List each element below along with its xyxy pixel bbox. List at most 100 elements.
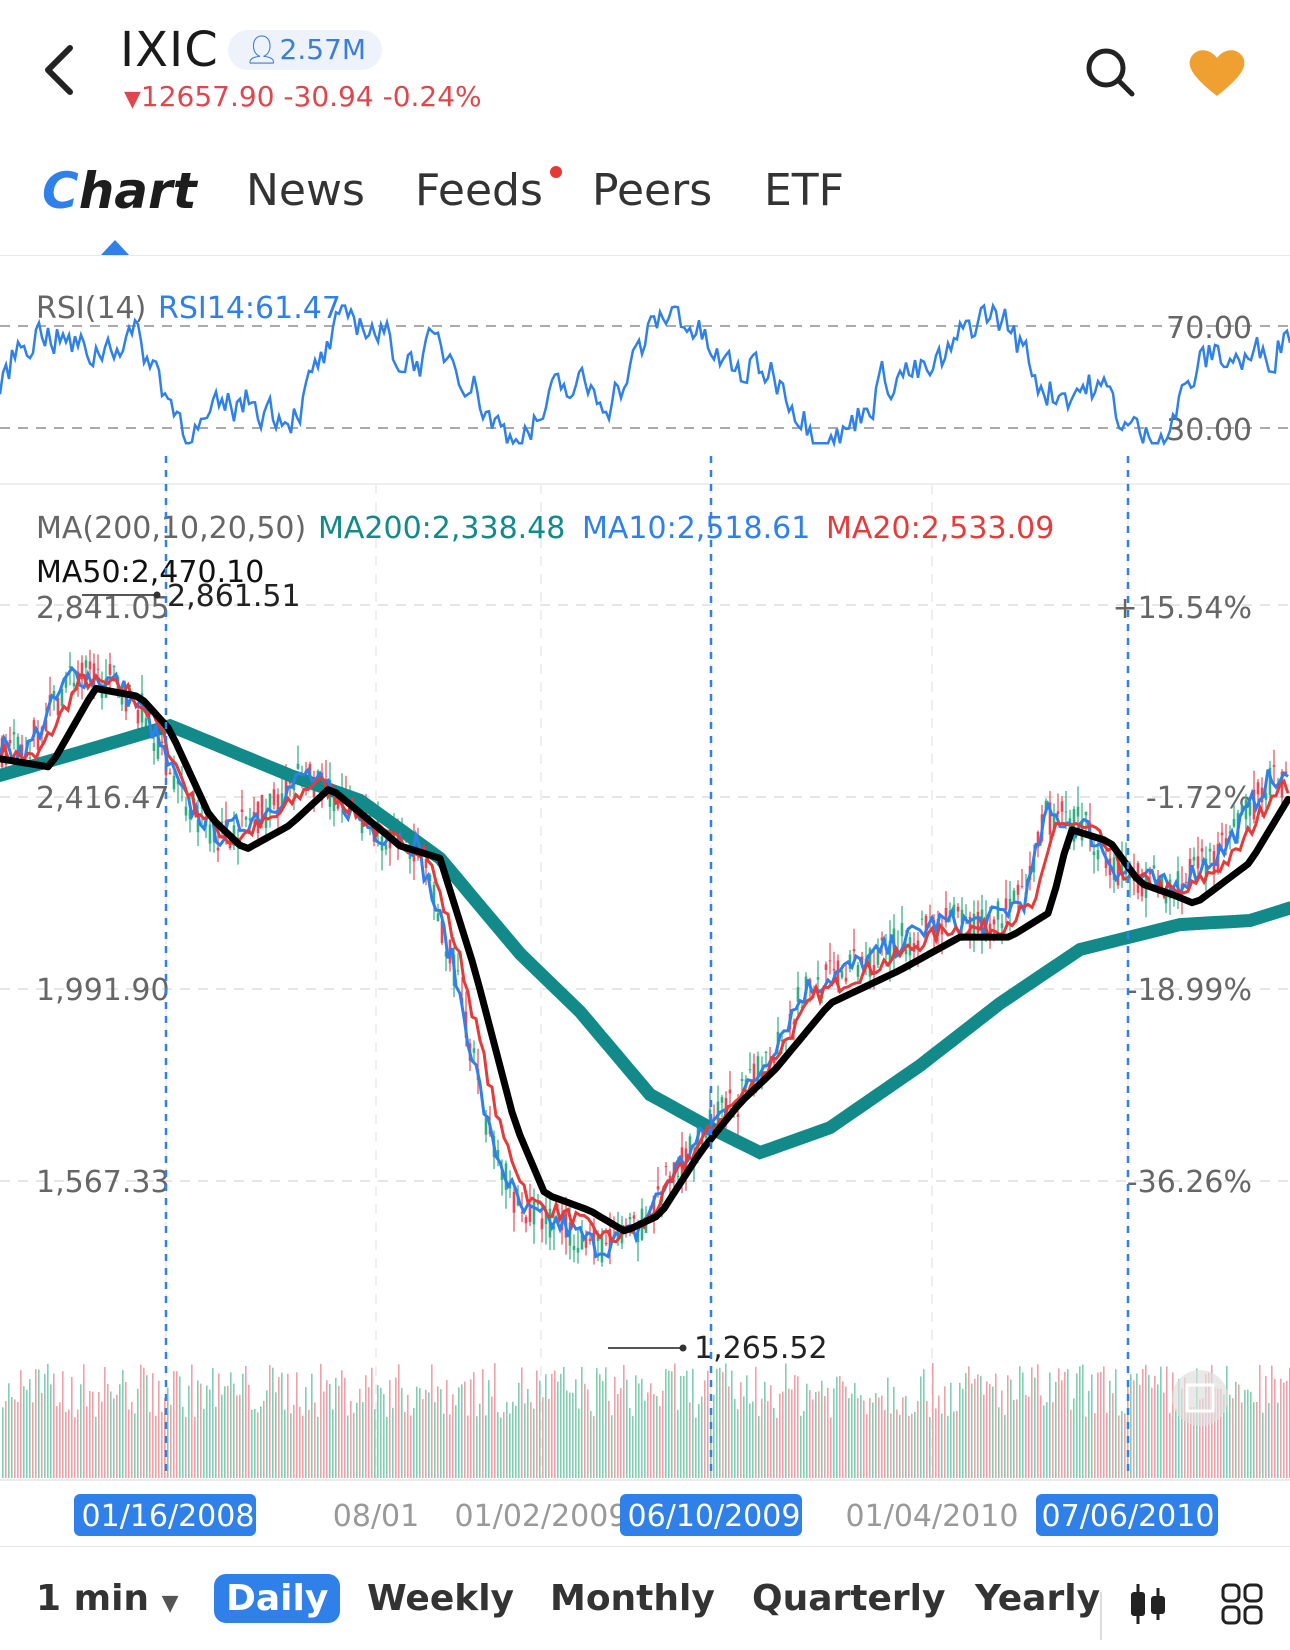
volume-bar: [254, 1409, 256, 1478]
volume-bar: [320, 1363, 322, 1478]
volume-bar: [1079, 1366, 1081, 1478]
volume-bar: [698, 1404, 700, 1478]
candle-body: [724, 1098, 728, 1113]
candle-body: [28, 757, 32, 759]
volume-bar: [776, 1417, 778, 1478]
volume-bar: [917, 1401, 919, 1478]
tab-peers[interactable]: Peers: [592, 165, 713, 216]
volume-bar: [200, 1383, 202, 1478]
candle-body: [924, 915, 928, 934]
bottom-divider: [0, 1546, 1290, 1547]
candle-body: [944, 908, 948, 923]
volume-bar: [329, 1383, 331, 1478]
followers-count: 2.57M: [279, 33, 367, 66]
candle-body: [664, 1166, 668, 1168]
tab-etf[interactable]: ETF: [764, 165, 844, 216]
candle-body: [268, 793, 272, 811]
volume-bar: [572, 1392, 574, 1478]
volume-bar: [1166, 1366, 1168, 1478]
volume-bar: [83, 1364, 85, 1478]
grid-layout-icon[interactable]: [1220, 1582, 1264, 1630]
candle-body: [456, 970, 460, 972]
volume-bar: [722, 1371, 724, 1478]
volume-bar: [842, 1381, 844, 1478]
volume-bar: [929, 1417, 931, 1478]
volume-bar: [260, 1406, 262, 1478]
volume-bar: [419, 1388, 421, 1478]
interval-dropdown[interactable]: 1 min ▼: [36, 1578, 179, 1619]
rsi-title: RSI(14): [36, 291, 146, 326]
volume-bar: [770, 1385, 772, 1478]
candle-body: [152, 743, 156, 751]
volume-bar: [1220, 1388, 1222, 1478]
volume-bar: [1034, 1377, 1036, 1478]
favorite-heart-icon[interactable]: [1186, 44, 1248, 100]
volume-bar: [1064, 1371, 1066, 1478]
period-monthly[interactable]: Monthly: [550, 1578, 715, 1619]
volume-bar: [1091, 1374, 1093, 1478]
volume-bar: [65, 1412, 67, 1478]
volume-bar: [602, 1381, 604, 1478]
volume-bar: [1169, 1412, 1171, 1478]
candle-body: [968, 916, 972, 935]
candle-body: [592, 1228, 596, 1246]
volume-bar: [992, 1386, 994, 1478]
volume-bar: [401, 1388, 403, 1478]
tab-feeds[interactable]: Feeds: [415, 165, 543, 216]
volume-bar: [395, 1377, 397, 1478]
volume-bar: [755, 1366, 757, 1478]
price-axis-label: 1,991.90: [36, 973, 170, 1008]
volume-bar: [893, 1386, 895, 1478]
volume-bar: [380, 1387, 382, 1478]
volume-bar: [197, 1380, 199, 1478]
volume-bar: [1283, 1382, 1285, 1478]
period-weekly[interactable]: Weekly: [367, 1578, 515, 1619]
tab-news[interactable]: News: [246, 165, 365, 216]
volume-bar: [167, 1387, 169, 1478]
date-highlight-label: 07/06/2010: [1042, 1499, 1215, 1534]
volume-bar: [632, 1416, 634, 1478]
volume-bar: [236, 1395, 238, 1478]
volume-bar: [389, 1379, 391, 1478]
volume-bar: [74, 1417, 76, 1478]
followers-badge[interactable]: 👤︎2.57M: [228, 30, 383, 70]
stock-chart[interactable]: RSI(14) RSI14:61.47 70.00 30.00 MA(200,1…: [0, 256, 1290, 1546]
volume-bar: [782, 1391, 784, 1478]
period-yearly[interactable]: Yearly: [975, 1578, 1101, 1619]
volume-bar: [176, 1371, 178, 1478]
volume-bar: [1142, 1369, 1144, 1478]
volume-bar: [32, 1402, 34, 1478]
volume-bar: [623, 1365, 625, 1478]
volume-bar: [1136, 1373, 1138, 1478]
period-daily-label: Daily: [214, 1574, 341, 1623]
candle-body: [1084, 811, 1088, 816]
period-quarterly[interactable]: Quarterly: [752, 1578, 946, 1619]
volume-bar: [740, 1382, 742, 1478]
candlestick-type-icon[interactable]: [1126, 1580, 1170, 1632]
volume-bar: [641, 1378, 643, 1478]
period-daily[interactable]: Daily: [214, 1574, 341, 1623]
tab-chart[interactable]: Chart: [42, 162, 197, 220]
candle-body: [976, 911, 980, 933]
volume-bar: [701, 1396, 703, 1478]
volume-bar: [77, 1409, 79, 1478]
volume-bar: [923, 1369, 925, 1478]
volume-bar: [122, 1369, 124, 1478]
volume-bar: [278, 1377, 280, 1478]
back-button[interactable]: [40, 40, 84, 100]
volume-bar: [980, 1376, 982, 1478]
candle-body: [120, 696, 124, 705]
volume-bar: [1217, 1388, 1219, 1478]
volume-bar: [629, 1407, 631, 1478]
volume-bar: [1286, 1380, 1288, 1478]
candle-body: [280, 793, 284, 812]
fullscreen-button[interactable]: [1172, 1370, 1228, 1426]
volume-bar: [26, 1390, 28, 1478]
volume-bar: [674, 1363, 676, 1478]
volume-bar: [1238, 1384, 1240, 1478]
search-icon[interactable]: [1082, 44, 1138, 100]
volume-bar: [527, 1389, 529, 1478]
volume-bar: [1193, 1407, 1195, 1478]
date-label: 01/04/2010: [846, 1499, 1019, 1534]
volume-bar: [119, 1384, 121, 1478]
